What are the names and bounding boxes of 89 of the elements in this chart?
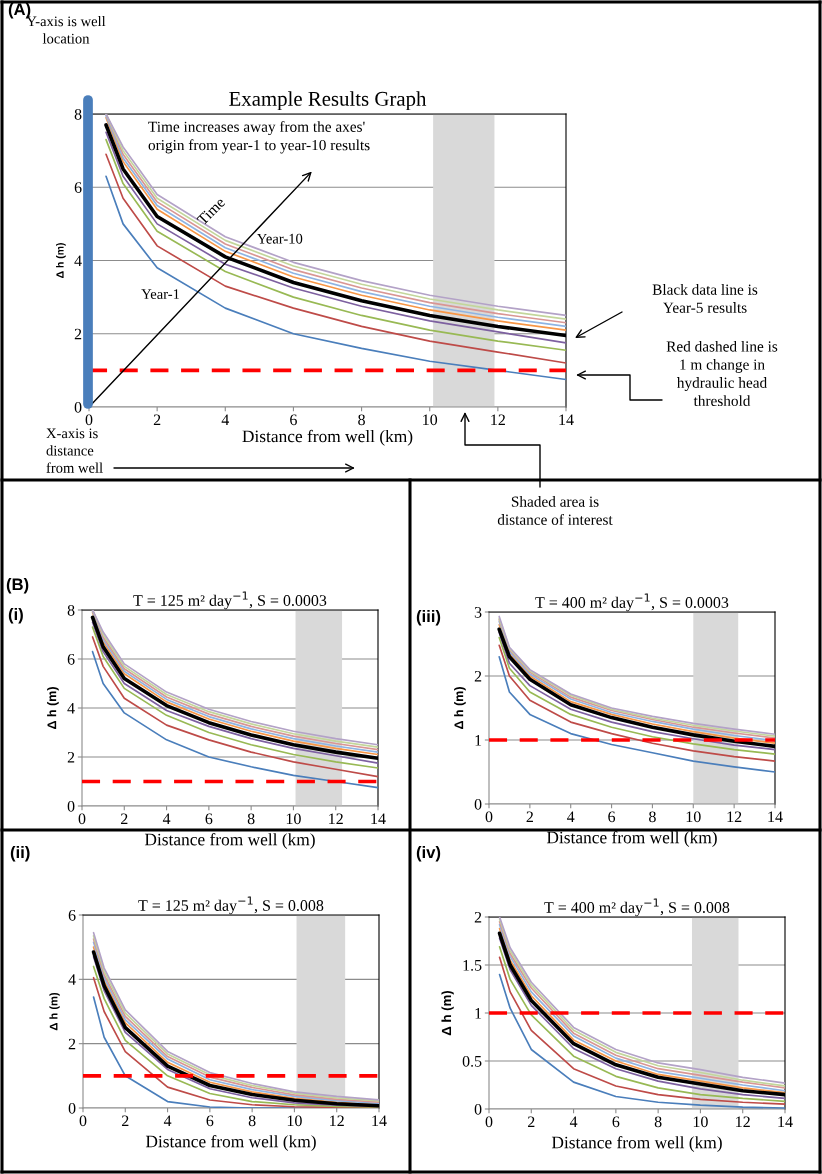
x-tick-label: 4 [569, 1116, 578, 1128]
x-tick-label: 6 [206, 1115, 214, 1127]
y-tick-label: 4 [67, 703, 75, 714]
chart-title: T = 400 m² day$^{−1}$, S = 0.0003 [535, 593, 729, 612]
x-tick-label: 8 [248, 1115, 256, 1127]
y-axis-title: Δ h (m) [49, 992, 60, 1031]
x-tick-label: 14 [559, 414, 574, 426]
y-tick-label: 1.5 [463, 960, 482, 971]
x-axis-title: Distance from well (km) [551, 1135, 722, 1152]
text: (ii) [10, 846, 30, 862]
x-tick-label: 4 [162, 813, 171, 825]
x-axis-title: Distance from well (km) [242, 429, 413, 446]
series-label: Year-1 [141, 289, 180, 299]
x-tick-label: 4 [221, 414, 230, 426]
x-tick-label: 6 [612, 1116, 620, 1128]
x-tick-label: 2 [120, 813, 128, 825]
x-axis-title: Distance from well (km) [546, 830, 717, 847]
y-tick-label: 4 [68, 974, 76, 985]
y-tick-label: 0 [74, 401, 82, 413]
y-tick-label: 8 [74, 108, 82, 120]
x-tick-label: 12 [329, 813, 343, 825]
x-tick-label: 0 [85, 414, 93, 426]
y-tick-label: 0 [474, 1103, 482, 1115]
text: Shaded area is distance of interest [497, 496, 613, 525]
y-tick-label: 2 [67, 751, 75, 763]
y-tick-label: 0 [67, 800, 75, 812]
text: (iv) [416, 846, 441, 862]
y-tick-label: 2 [474, 911, 482, 923]
y-axis-title: Δ h (m) [454, 687, 466, 729]
x-tick-label: 8 [247, 813, 255, 825]
text: (i) [8, 608, 23, 624]
x-tick-label: 8 [654, 1116, 662, 1128]
x-tick-label: 6 [608, 811, 616, 823]
chart-title: T = 400 m² day$^{−1}$, S = 0.008 [544, 898, 730, 917]
x-tick-label: 0 [485, 1116, 493, 1128]
x-tick-label: 12 [736, 1116, 750, 1128]
y-tick-label: 2 [68, 1038, 76, 1050]
x-tick-label: 2 [121, 1115, 129, 1127]
text: Black data line is Year-5 results [652, 284, 758, 313]
x-tick-label: 2 [527, 1116, 535, 1128]
x-tick-label: 14 [778, 1116, 793, 1128]
x-tick-label: 10 [286, 813, 301, 825]
x-tick-label: 14 [372, 1115, 387, 1127]
y-tick-label: 0 [474, 798, 482, 810]
x-tick-label: 10 [686, 811, 701, 823]
y-tick-label: 2 [474, 670, 482, 682]
x-tick-label: 12 [727, 811, 742, 823]
y-tick-label: 6 [68, 909, 76, 921]
x-tick-label: 10 [423, 414, 438, 426]
y-axis-title: Δ h (m) [441, 990, 454, 1036]
x-tick-label: 12 [330, 1115, 344, 1127]
annotation: Time increases away from the axes' origin from year-1 to year-10 results [148, 121, 370, 154]
x-tick-label: 8 [649, 811, 656, 823]
x-tick-label: 4 [163, 1115, 172, 1127]
x-tick-label: 2 [526, 811, 533, 823]
y-tick-label: 0.5 [462, 1055, 482, 1067]
annotation: Time [196, 196, 226, 226]
y-tick-label: 6 [67, 653, 75, 665]
y-tick-label: 6 [74, 182, 82, 193]
y-tick-label: 8 [67, 604, 75, 616]
x-tick-label: 2 [153, 414, 161, 426]
text: Red dashed line is 1 m change in hydraulic head threshold [666, 340, 778, 407]
x-tick-label: 10 [693, 1116, 708, 1128]
y-tick-label: 2 [74, 328, 82, 340]
y-tick-label: 3 [474, 606, 482, 618]
x-axis-title: Distance from well (km) [144, 832, 315, 849]
x-axis-title: Distance from well (km) [145, 1134, 316, 1151]
y-tick-label: 1 [475, 1008, 482, 1019]
y-tick-label: 1 [475, 735, 482, 746]
x-tick-label: 14 [768, 811, 783, 823]
x-tick-label: 14 [371, 813, 386, 825]
y-axis-title: Δ h (m) [47, 687, 59, 729]
series-label: Year-10 [256, 233, 303, 244]
x-tick-label: 4 [567, 811, 575, 823]
chart-title: Example Results Graph [229, 91, 427, 111]
chart-title: T = 125 m² day$^{−1}$, S = 0.0003 [133, 591, 327, 610]
x-tick-label: 6 [205, 813, 213, 825]
text: (iii) [416, 610, 441, 626]
x-tick-label: 8 [358, 414, 365, 426]
text: X-axis is distance from well [46, 428, 103, 473]
x-tick-label: 10 [287, 1115, 302, 1127]
y-tick-label: 4 [74, 255, 82, 267]
y-axis-title: Δ h (m) [56, 243, 66, 278]
text: (B) [6, 578, 29, 594]
chart-title: T = 125 m² day$^{−1}$, S = 0.008 [138, 896, 324, 915]
x-tick-label: 0 [485, 811, 493, 823]
x-tick-label: 12 [491, 414, 505, 426]
y-tick-label: 0 [68, 1102, 76, 1114]
x-tick-label: 6 [290, 414, 297, 426]
